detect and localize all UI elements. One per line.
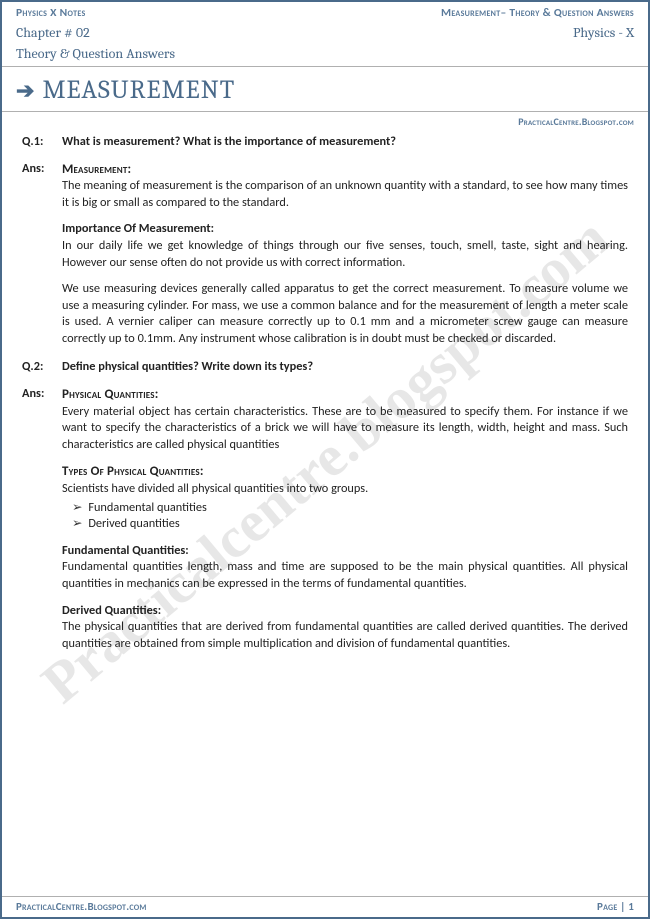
footer-right: Page | 1 [597,900,634,913]
header-row: Chapter # 02 Physics - X [16,24,634,41]
title-row: ➔ MEASUREMENT [2,67,648,112]
list-item: ➢ Derived quantities [72,516,628,533]
question-row: Q.2: Define physical quantities? Write d… [22,359,628,376]
answer-row: Ans: Physical Quantities: Every material… [22,386,628,652]
paragraph: In our daily life we get knowledge of th… [62,238,628,271]
paragraph: Fundamental quantities length, mass and … [62,559,628,592]
sub-heading: Fundamental Quantities: [62,543,628,560]
header-subtitle: Theory & Question Answers [16,45,634,62]
section-heading: Types Of Physical Quantities: [62,463,628,481]
question-text: What is measurement? What is the importa… [62,134,628,151]
sub-heading: Importance Of Measurement: [62,221,628,238]
question-label: Q.2: [22,359,62,376]
sub-heading: Derived Quantities: [62,603,628,620]
header-block: Chapter # 02 Physics - X Theory & Questi… [2,22,648,67]
question-label: Q.1: [22,134,62,151]
answer-body: Physical Quantities: Every material obje… [62,386,628,652]
source-line: PracticalCentre.Blogspot.com [2,112,648,128]
section-heading: Measurement: [62,161,628,179]
footer-left: PracticalCentre.Blogspot.com [16,900,147,913]
topbar-left: Physics X Notes [16,6,86,20]
answer-label: Ans: [22,161,62,348]
paragraph: Scientists have divided all physical qua… [62,481,628,498]
list-item: ➢ Fundamental quantities [72,500,628,517]
bullet-icon: ➢ [72,500,82,517]
top-bar: Physics X Notes Measurement– Theory & Qu… [2,2,648,22]
chapter-label: Chapter # 02 [16,24,90,41]
question-row: Q.1: What is measurement? What is the im… [22,134,628,151]
section-heading: Physical Quantities: [62,386,628,404]
page-title: MEASUREMENT [42,75,235,105]
answer-row: Ans: Measurement: The meaning of measure… [22,161,628,348]
arrow-icon: ➔ [16,77,34,104]
footer: PracticalCentre.Blogspot.com Page | 1 [2,896,648,917]
bullet-icon: ➢ [72,516,82,533]
paragraph: The meaning of measurement is the compar… [62,178,628,211]
content: Q.1: What is measurement? What is the im… [2,128,648,660]
list-item-text: Fundamental quantities [88,500,206,517]
subject-label: Physics - X [573,24,634,41]
bullet-list: ➢ Fundamental quantities ➢ Derived quant… [72,500,628,533]
paragraph: The physical quantities that are derived… [62,619,628,652]
document-page: Practicalcentre.blogspot.com Physics X N… [0,0,650,919]
paragraph: Every material object has certain charac… [62,404,628,454]
paragraph: We use measuring devices generally calle… [62,281,628,347]
topbar-right: Measurement– Theory & Question Answers [441,6,634,20]
answer-label: Ans: [22,386,62,652]
list-item-text: Derived quantities [88,516,179,533]
question-text: Define physical quantities? Write down i… [62,359,628,376]
answer-body: Measurement: The meaning of measurement … [62,161,628,348]
